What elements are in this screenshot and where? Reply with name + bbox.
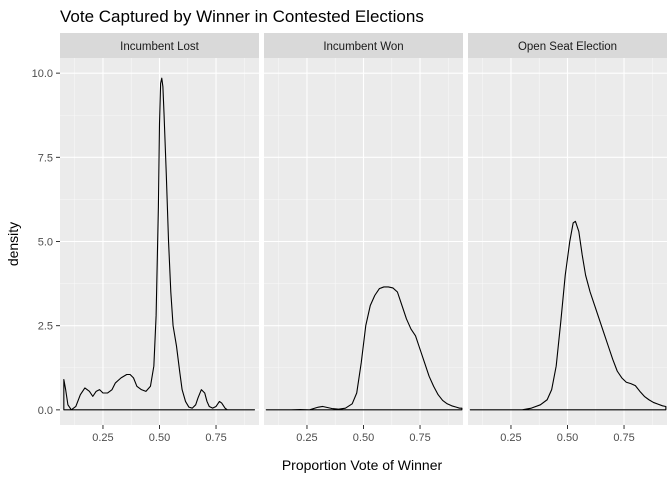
x-tick-label: 0.25 (500, 432, 521, 444)
facet-panel: Incumbent Won 0.25 0.50 0.75 (264, 33, 463, 444)
facet-strip-label: Incumbent Won (323, 41, 403, 53)
x-tick-label: 0.50 (149, 432, 170, 444)
x-axis-label: Proportion Vote of Winner (282, 457, 443, 473)
y-tick-label: 10.0 (32, 68, 53, 80)
y-tick-label: 2.5 (38, 321, 53, 333)
facet-panel: Open Seat Election 0.25 0.50 0.75 (468, 33, 667, 444)
y-tick-label: 5.0 (38, 237, 53, 249)
chart-title: Vote Captured by Winner in Contested Ele… (60, 7, 424, 26)
x-tick-label: 0.50 (353, 432, 374, 444)
x-tick-label: 0.75 (409, 432, 430, 444)
facet-panel: Incumbent Lost 0.25 0.50 0.75 (60, 33, 259, 444)
y-axis-label: density (5, 222, 21, 266)
facet-strip (264, 33, 463, 58)
x-tick-label: 0.25 (296, 432, 317, 444)
x-tick-label: 0.25 (92, 432, 113, 444)
facet-strip-label: Incumbent Lost (120, 41, 199, 53)
facet-panels: Incumbent Lost 0.25 0.50 0.75 Incumbent Won 0… (60, 33, 667, 444)
facet-strip (468, 33, 667, 58)
x-tick-label: 0.50 (557, 432, 578, 444)
x-tick-label: 0.75 (613, 432, 634, 444)
density-curve (469, 220, 667, 411)
density-curve (63, 77, 256, 411)
x-tick-label: 0.75 (205, 432, 226, 444)
density-curve (265, 286, 463, 411)
y-tick-label: 0.0 (38, 405, 53, 417)
facet-strip-label: Open Seat Election (518, 41, 617, 53)
y-axis: 0.0 2.5 5.0 7.5 10.0 (32, 68, 60, 417)
y-tick-label: 7.5 (38, 152, 53, 164)
facet-strip (60, 33, 259, 58)
